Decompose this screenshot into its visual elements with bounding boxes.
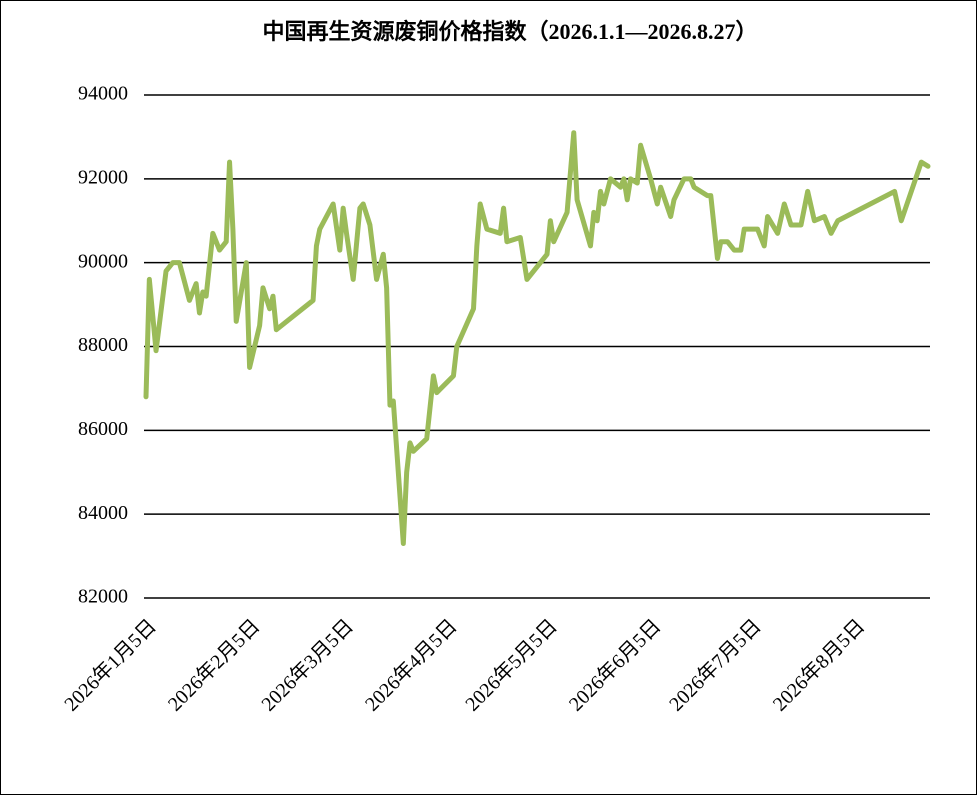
y-tick-label: 94000 [78, 83, 128, 105]
y-tick-label: 84000 [78, 502, 128, 524]
y-tick-label: 90000 [78, 250, 128, 272]
y-tick-label: 82000 [78, 586, 128, 608]
y-tick-label: 88000 [78, 334, 128, 356]
y-tick-label: 86000 [78, 418, 128, 440]
chart-title: 中国再生资源废铜价格指数（2026.1.1—2026.8.27） [262, 19, 757, 44]
y-tick-label: 92000 [78, 166, 128, 188]
series-line [143, 130, 931, 547]
